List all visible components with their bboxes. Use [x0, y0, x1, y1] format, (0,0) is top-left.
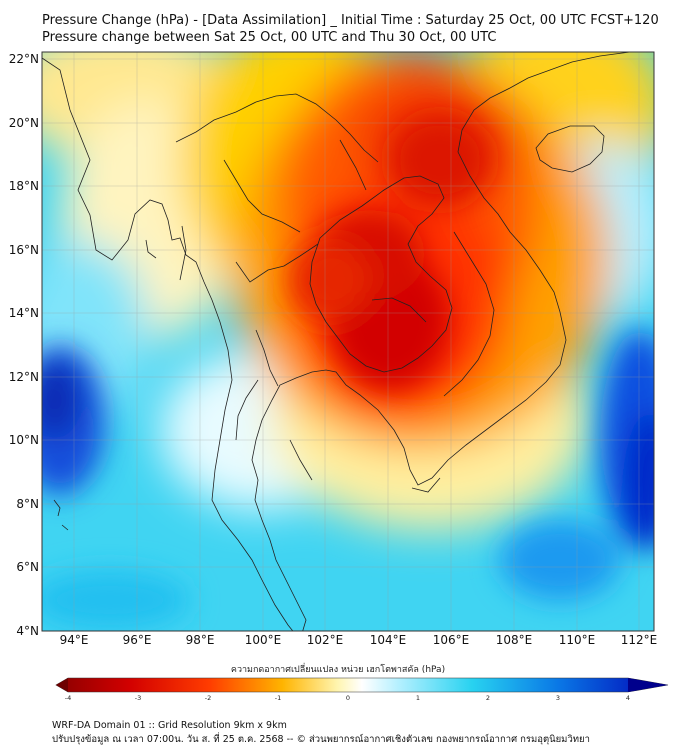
lat-label: 8°N [16, 497, 39, 511]
colorbar-max-extend [628, 678, 668, 692]
lon-label: 94°E [60, 633, 89, 647]
lat-label: 18°N [9, 179, 39, 193]
lon-label: 108°E [496, 633, 533, 647]
lat-label: 4°N [16, 624, 39, 638]
footer-line-1: WRF-DA Domain 01 :: Grid Resolution 9km … [52, 720, 287, 731]
lon-label: 102°E [307, 633, 344, 647]
colorbar-bar [55, 677, 669, 693]
title-line-2: Pressure change between Sat 25 Oct, 00 U… [42, 30, 497, 45]
lat-label: 14°N [9, 306, 39, 320]
colorbar-tick: -1 [275, 694, 281, 702]
lat-label: 20°N [9, 116, 39, 130]
lon-label: 106°E [433, 633, 470, 647]
colorbar-tick: 0 [346, 694, 350, 702]
lat-label: 12°N [9, 370, 39, 384]
longitude-labels: 94°E 96°E 98°E 100°E 102°E 104°E 106°E 1… [60, 633, 658, 647]
colorbar: -4 -3 -2 -1 0 1 2 3 4 [55, 677, 669, 702]
lon-label: 96°E [123, 633, 152, 647]
map-frame [41, 51, 655, 632]
colorbar-ticks: -4 -3 -2 -1 0 1 2 3 4 [65, 694, 630, 702]
footer-line-2: ปรับปรุงข้อมูล ณ เวลา 07:00น. วัน ส. ที่… [52, 734, 590, 745]
lat-label: 10°N [9, 433, 39, 447]
colorbar-tick: -4 [65, 694, 71, 702]
colorbar-min-extend [56, 678, 68, 692]
lon-label: 100°E [245, 633, 282, 647]
colorbar-tick: -2 [205, 694, 211, 702]
colorbar-label: ความกดอากาศเปลี่ยนแปลง หน่วย เฮกโตพาสคัล… [230, 665, 446, 675]
lon-label: 110°E [559, 633, 596, 647]
colorbar-tick: 3 [556, 694, 560, 702]
colorbar-tick: -3 [135, 694, 141, 702]
lat-label: 22°N [9, 52, 39, 66]
lat-label: 16°N [9, 243, 39, 257]
pressure-field [42, 52, 654, 631]
colorbar-tick: 1 [416, 694, 420, 702]
colorbar-tick: 2 [486, 694, 490, 702]
footer: WRF-DA Domain 01 :: Grid Resolution 9km … [52, 719, 590, 747]
latitude-labels: 22°N 20°N 18°N 16°N 14°N 12°N 10°N 8°N 6… [9, 52, 39, 638]
map-title: Pressure Change (hPa) - [Data Assimilati… [42, 12, 659, 46]
lon-label: 98°E [186, 633, 215, 647]
colorbar-tick: 4 [626, 694, 630, 702]
title-line-1: Pressure Change (hPa) - [Data Assimilati… [42, 13, 659, 28]
lat-label: 6°N [16, 560, 39, 574]
coastlines [42, 52, 631, 631]
lon-label: 112°E [621, 633, 658, 647]
graticule [42, 52, 654, 631]
lon-label: 104°E [370, 633, 407, 647]
